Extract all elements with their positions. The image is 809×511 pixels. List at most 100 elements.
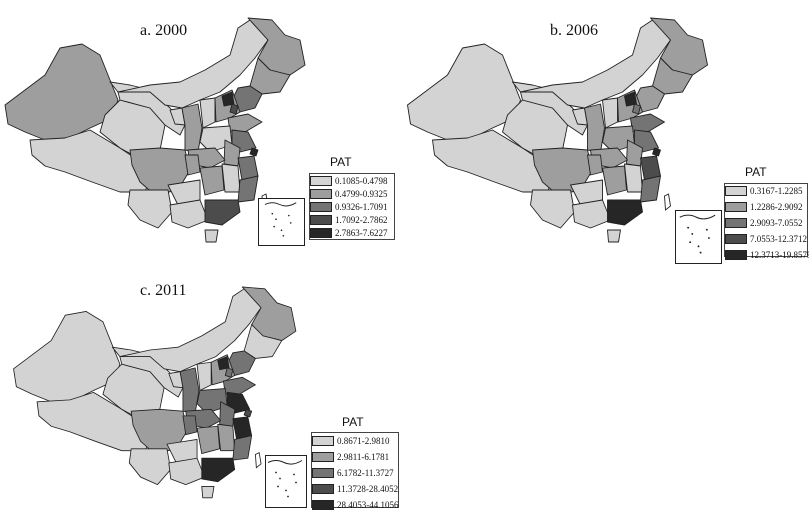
province-shanxi bbox=[199, 97, 216, 129]
legend-class-label: 6.1782-11.3727 bbox=[337, 468, 394, 478]
inset-island bbox=[289, 222, 292, 224]
inset-islands-sketch bbox=[267, 460, 303, 498]
province-inner-mongolia bbox=[117, 19, 269, 109]
inset-coastline bbox=[679, 214, 716, 220]
province-jiangxi bbox=[221, 163, 241, 193]
inset-island bbox=[279, 477, 281, 480]
china-province-map bbox=[13, 286, 297, 499]
legend-class-label: 0.9326-1.7091 bbox=[335, 202, 388, 212]
province-guangxi bbox=[169, 199, 209, 229]
province-beijing bbox=[624, 91, 637, 107]
province-shaanxi bbox=[179, 367, 200, 414]
province-chongqing bbox=[182, 415, 198, 436]
inset-islands-sketch bbox=[679, 214, 716, 254]
legend-swatch bbox=[310, 189, 332, 199]
legend-swatch bbox=[312, 468, 334, 478]
legend-swatch bbox=[312, 436, 334, 446]
legend-class-label: 2.9811-6.1781 bbox=[337, 452, 390, 462]
legend-title: PAT bbox=[330, 155, 352, 169]
inset-island bbox=[687, 226, 690, 229]
china-province-map bbox=[407, 17, 708, 243]
inset-island bbox=[282, 234, 285, 237]
legend-class-label: 12.3713-19.8579 bbox=[750, 250, 809, 260]
legend-swatch bbox=[310, 228, 332, 238]
province-taiwan bbox=[254, 451, 262, 469]
province-hebei bbox=[210, 354, 236, 386]
province-guangdong bbox=[204, 199, 241, 226]
province-inner-mongolia bbox=[119, 288, 262, 373]
province-henan bbox=[602, 125, 635, 153]
province-hunan bbox=[199, 165, 225, 196]
inset-island bbox=[271, 212, 274, 215]
province-guangdong bbox=[201, 457, 236, 483]
province-hainan bbox=[204, 229, 219, 243]
panel-title: b. 2006 bbox=[550, 22, 598, 39]
south-china-sea-inset bbox=[265, 455, 307, 508]
province-beijing bbox=[217, 356, 230, 371]
inset-coastline bbox=[267, 460, 303, 465]
panel-title: c. 2011 bbox=[140, 282, 187, 299]
legend-class-label: 1.7092-2.7862 bbox=[335, 215, 388, 225]
legend-frame bbox=[724, 183, 808, 257]
province-shaanxi bbox=[181, 103, 203, 153]
legend-class-label: 0.3167-1.2285 bbox=[750, 186, 803, 196]
province-yunnan bbox=[128, 448, 172, 486]
province-guangxi bbox=[572, 199, 611, 229]
province-shandong bbox=[222, 376, 256, 395]
province-fujian bbox=[640, 175, 661, 203]
inset-island bbox=[273, 225, 275, 228]
map-panel-2006: b. 2006 PAT 0.3167-1.2285 1.2286-2.9092 2.… bbox=[400, 0, 809, 264]
inset-island bbox=[689, 241, 692, 244]
legend-title: PAT bbox=[342, 415, 364, 429]
province-hainan bbox=[607, 229, 621, 243]
legend-class-label: 1.2286-2.9092 bbox=[750, 202, 803, 212]
inset-island bbox=[697, 245, 700, 248]
inset-island bbox=[287, 495, 289, 498]
province-tianjin bbox=[229, 103, 239, 115]
panel-title: a. 2000 bbox=[140, 22, 188, 39]
china-province-map bbox=[4, 17, 306, 243]
map-panel-2011: c. 2011 PAT 0.8671-2.9810 2.9811-6.1781 6.… bbox=[0, 270, 400, 510]
legend-frame bbox=[311, 432, 399, 508]
inset-coastline bbox=[264, 202, 297, 207]
legend-swatch bbox=[310, 202, 332, 212]
legend-class-label: 7.0553-12.3712 bbox=[750, 234, 807, 244]
legend-swatch bbox=[312, 500, 334, 510]
province-xinjiang bbox=[4, 43, 119, 141]
inset-island bbox=[293, 473, 295, 476]
province-tianjin bbox=[632, 103, 641, 115]
south-china-sea-inset bbox=[258, 198, 305, 246]
province-taiwan bbox=[664, 193, 671, 211]
province-heilongjiang bbox=[241, 286, 297, 342]
legend-class-label: 11.3728-28.4052 bbox=[337, 484, 399, 494]
province-hebei bbox=[617, 89, 643, 123]
province-shandong bbox=[630, 113, 665, 133]
inset-island bbox=[275, 218, 277, 221]
inset-island bbox=[705, 228, 708, 231]
inset-island bbox=[277, 485, 279, 488]
province-fujian bbox=[232, 435, 253, 461]
legend-class-label: 28.4053-44.1056 bbox=[337, 500, 399, 510]
province-chongqing bbox=[587, 154, 603, 176]
legend-swatch bbox=[312, 452, 334, 462]
province-guangdong bbox=[607, 199, 643, 226]
legend-class-label: 0.4799-0.9325 bbox=[335, 189, 388, 199]
province-beijing bbox=[221, 91, 235, 107]
inset-island bbox=[275, 471, 277, 474]
province-henan bbox=[196, 388, 228, 414]
province-heilongjiang bbox=[650, 17, 708, 76]
province-heilongjiang bbox=[247, 17, 306, 76]
province-shanxi bbox=[196, 361, 212, 391]
legend-swatch bbox=[725, 186, 747, 196]
province-henan bbox=[199, 125, 233, 153]
province-yunnan bbox=[127, 189, 173, 229]
province-shanghai bbox=[243, 408, 253, 418]
province-shaanxi bbox=[584, 103, 605, 153]
legend-class-label: 0.1085-0.4798 bbox=[335, 176, 388, 186]
inset-island bbox=[280, 229, 283, 232]
province-hainan bbox=[201, 486, 215, 499]
province-shandong bbox=[227, 113, 263, 133]
inset-island bbox=[691, 232, 694, 235]
province-shanghai bbox=[652, 147, 661, 157]
province-xinjiang bbox=[13, 310, 121, 403]
